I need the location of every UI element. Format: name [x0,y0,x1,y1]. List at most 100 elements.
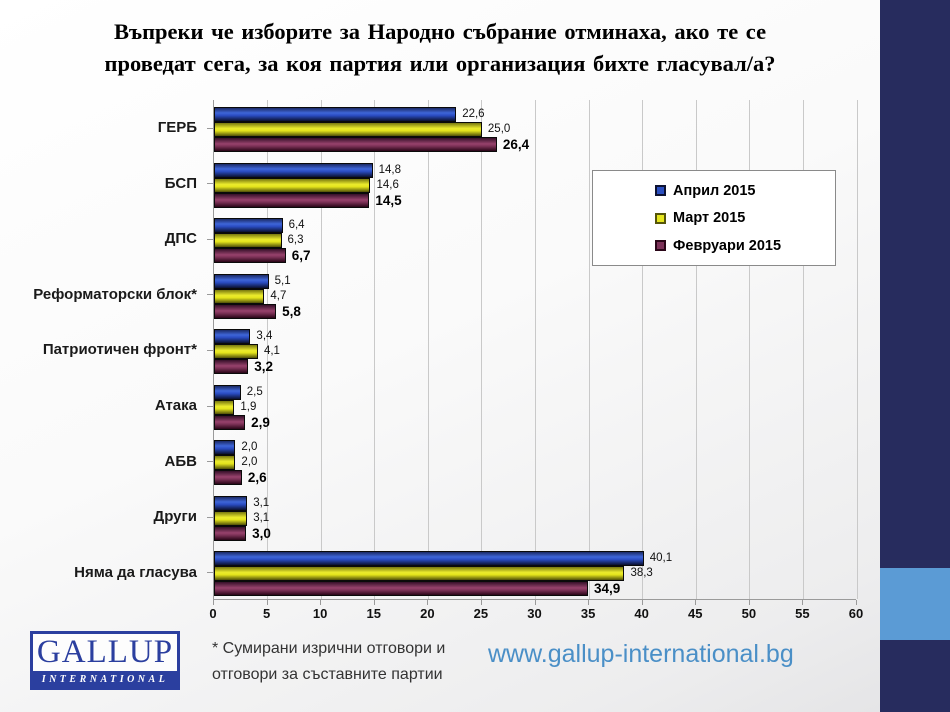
chart-bar [214,525,247,541]
bar-value-label: 2,0 [241,441,258,454]
bar-value-label: 22,6 [462,108,485,120]
x-axis-tickmark [641,600,643,605]
chart-bar [214,233,282,249]
bar-value-label: 6,3 [287,234,304,247]
chart-bar [214,455,236,471]
y-axis-tickmark [207,405,213,407]
bar-value-label: 2,5 [246,385,263,398]
legend-label-february-2015: Февруари 2015 [673,237,782,254]
bar-value-label: 38,3 [630,567,653,580]
x-axis-tickmark [480,600,482,605]
gridline [642,100,644,599]
chart-bar [214,273,269,289]
x-axis-tickmark [266,600,268,605]
bar-value-label: 2,6 [247,470,267,486]
chart-bar [214,122,482,137]
bar-value-label: 3,1 [253,496,270,509]
x-axis-tick-label: 10 [312,606,328,621]
chart-bar [214,329,251,345]
bar-value-label: 26,4 [502,137,530,152]
x-axis-tickmark [856,600,857,605]
chart-bar [214,414,246,430]
gallup-logo-wordmark: GALLUP [36,634,174,670]
chart-bar [214,107,457,122]
chart-bar [214,359,249,375]
gridline [535,100,536,599]
chart-bar [214,192,370,208]
x-axis: 0 5 10 15 20 25 30 35 40 45 50 55 60 [209,600,873,626]
chart-bar [214,288,265,304]
bar-value-label: 34,9 [594,581,621,597]
y-axis-tickmark [207,572,213,574]
bar-value-label: 3,1 [253,511,270,524]
legend-item-march-2015: Март 2015 [655,210,835,226]
x-axis-tickmark [427,600,429,605]
legend-item-february-2015: Февруари 2015 [655,238,835,254]
bar-value-label: 5,1 [274,274,291,287]
chart-bar [214,566,625,582]
category-label: Атака [154,397,197,415]
bar-value-label: 14,8 [378,163,401,176]
y-axis-tickmark [207,294,213,296]
chart-bar [214,440,236,456]
x-axis-tickmark [373,600,375,605]
bar-value-label: 40,1 [649,552,673,565]
legend-swatch-february-2015 [655,240,666,251]
slide-title-line1: Въпреки че изборите за Народно събрание … [113,19,767,44]
y-axis-tickmark [207,516,213,518]
gridline [588,100,590,599]
legend-label-march-2015: Март 2015 [673,210,746,226]
y-axis-tickmark [207,350,213,351]
bar-value-label: 25,0 [487,123,511,135]
chart-bar [214,177,371,193]
bar-value-label: 14,5 [375,192,402,208]
slide-title-line2: проведат сега, за коя партия или организ… [104,51,776,76]
category-label: Реформаторски блок* [33,285,197,303]
x-axis-tick-label: 30 [527,606,542,621]
category-label: Няма да гласува [74,563,197,581]
gallup-logo: GALLUP INTERNATIONAL [30,631,180,690]
plot-area: 22,6 25,0 26,4 14,8 14,6 14,5 6,4 6,3 6,7 5,1 4,7 5… [207,100,858,600]
chart-bar [214,551,644,567]
x-axis-tickmark [213,600,214,605]
legend-item-april-2015: Април 2015 [655,183,835,199]
chart-bar [214,470,242,486]
footnote: * Сумирани изрични отговори и отговори з… [212,636,445,688]
x-axis-tickmark [802,600,804,605]
category-label: БСП [164,174,197,192]
legend-swatch-march-2015 [655,212,666,224]
website-link[interactable]: www.gallup-international.bg [488,640,794,668]
y-axis-tickmark [207,127,213,129]
y-axis-tickmark [207,461,213,463]
bar-value-label: 2,0 [241,456,258,469]
chart-bar [214,581,588,597]
category-label: АБВ [164,452,197,470]
bar-value-label: 3,4 [256,330,273,343]
gridline [749,100,751,599]
y-axis-labels: ГЕРБ БСП ДПС Реформаторски блок* Патриотичен… [0,100,205,600]
category-label: ДПС [164,230,197,248]
chart-bar [214,495,248,511]
x-axis-tick-label: 50 [741,606,757,621]
x-axis-tickmark [695,600,697,605]
chart-bar [214,384,241,400]
bar-chart: ГЕРБ БСП ДПС Реформаторски блок* Патриотичен… [0,100,873,626]
bar-value-label: 4,7 [270,289,287,302]
x-axis-tick-label: 40 [634,606,649,621]
bar-value-label: 6,4 [288,219,305,232]
x-axis-tick-label: 5 [262,606,271,621]
bar-value-label: 2,9 [251,414,270,430]
footnote-line2: отговори за съставните партии [212,666,443,683]
x-axis-tick-label: 20 [420,606,435,621]
bar-value-label: 3,0 [252,525,271,541]
footnote-line1: * Сумирани изрични отговори и [212,640,446,657]
legend-swatch-april-2015 [655,185,666,196]
bar-value-label: 4,1 [263,345,280,358]
x-axis-tickmark [534,600,536,605]
x-axis-tick-label: 55 [795,606,810,621]
x-axis-tick-label: 0 [209,606,217,621]
chart-bar [214,344,258,360]
gridline [374,100,376,599]
gridline [802,100,804,599]
